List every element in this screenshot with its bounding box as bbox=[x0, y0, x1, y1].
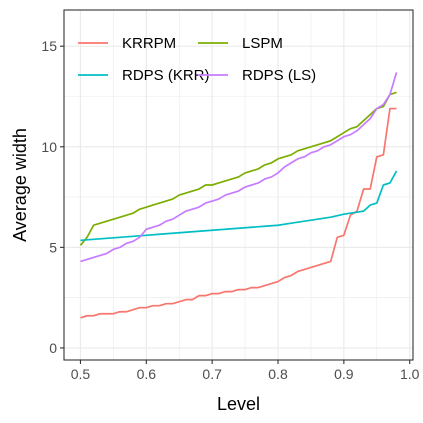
legend-item-lspm: LSPM bbox=[198, 35, 283, 52]
major-gridlines bbox=[64, 10, 413, 360]
legend-item-rdps-ls: RDPS (LS) bbox=[198, 67, 316, 84]
legend-item-krrpm: KRRPM bbox=[78, 35, 176, 52]
x-axis-title: Level bbox=[217, 394, 260, 414]
minor-gridlines bbox=[64, 10, 413, 360]
x-tick-label: 1.0 bbox=[400, 366, 420, 382]
x-tick-label: 0.6 bbox=[137, 366, 157, 382]
legend-item-rdps-krr: RDPS (KRR) bbox=[78, 67, 210, 84]
y-tick-label: 10 bbox=[41, 139, 57, 155]
legend-label: KRRPM bbox=[122, 35, 176, 52]
y-axis-title: Average width bbox=[10, 128, 30, 242]
legend-label: RDPS (KRR) bbox=[122, 67, 210, 84]
x-tick-label: 0.8 bbox=[268, 366, 288, 382]
x-axis-ticks: 0.5 0.6 0.7 0.8 0.9 1.0 bbox=[71, 360, 420, 382]
y-axis-ticks: 0 5 10 15 bbox=[41, 38, 64, 356]
y-tick-label: 5 bbox=[49, 239, 57, 255]
x-tick-label: 0.5 bbox=[71, 366, 91, 382]
x-tick-label: 0.7 bbox=[202, 366, 222, 382]
series-line-krrpm bbox=[80, 107, 397, 319]
legend-label: RDPS (LS) bbox=[242, 67, 316, 84]
y-tick-label: 0 bbox=[49, 340, 57, 356]
legend: KRRPM LSPM RDPS (KRR) RDPS (LS) bbox=[78, 35, 316, 84]
plot-border bbox=[63, 9, 414, 361]
plot-panel bbox=[64, 10, 413, 360]
series-lines bbox=[79, 72, 398, 319]
y-tick-label: 15 bbox=[41, 38, 57, 54]
series-line-lspm bbox=[79, 91, 397, 246]
series-line-rdps-ls bbox=[80, 72, 398, 263]
legend-label: LSPM bbox=[242, 35, 283, 52]
x-tick-label: 0.9 bbox=[334, 366, 354, 382]
